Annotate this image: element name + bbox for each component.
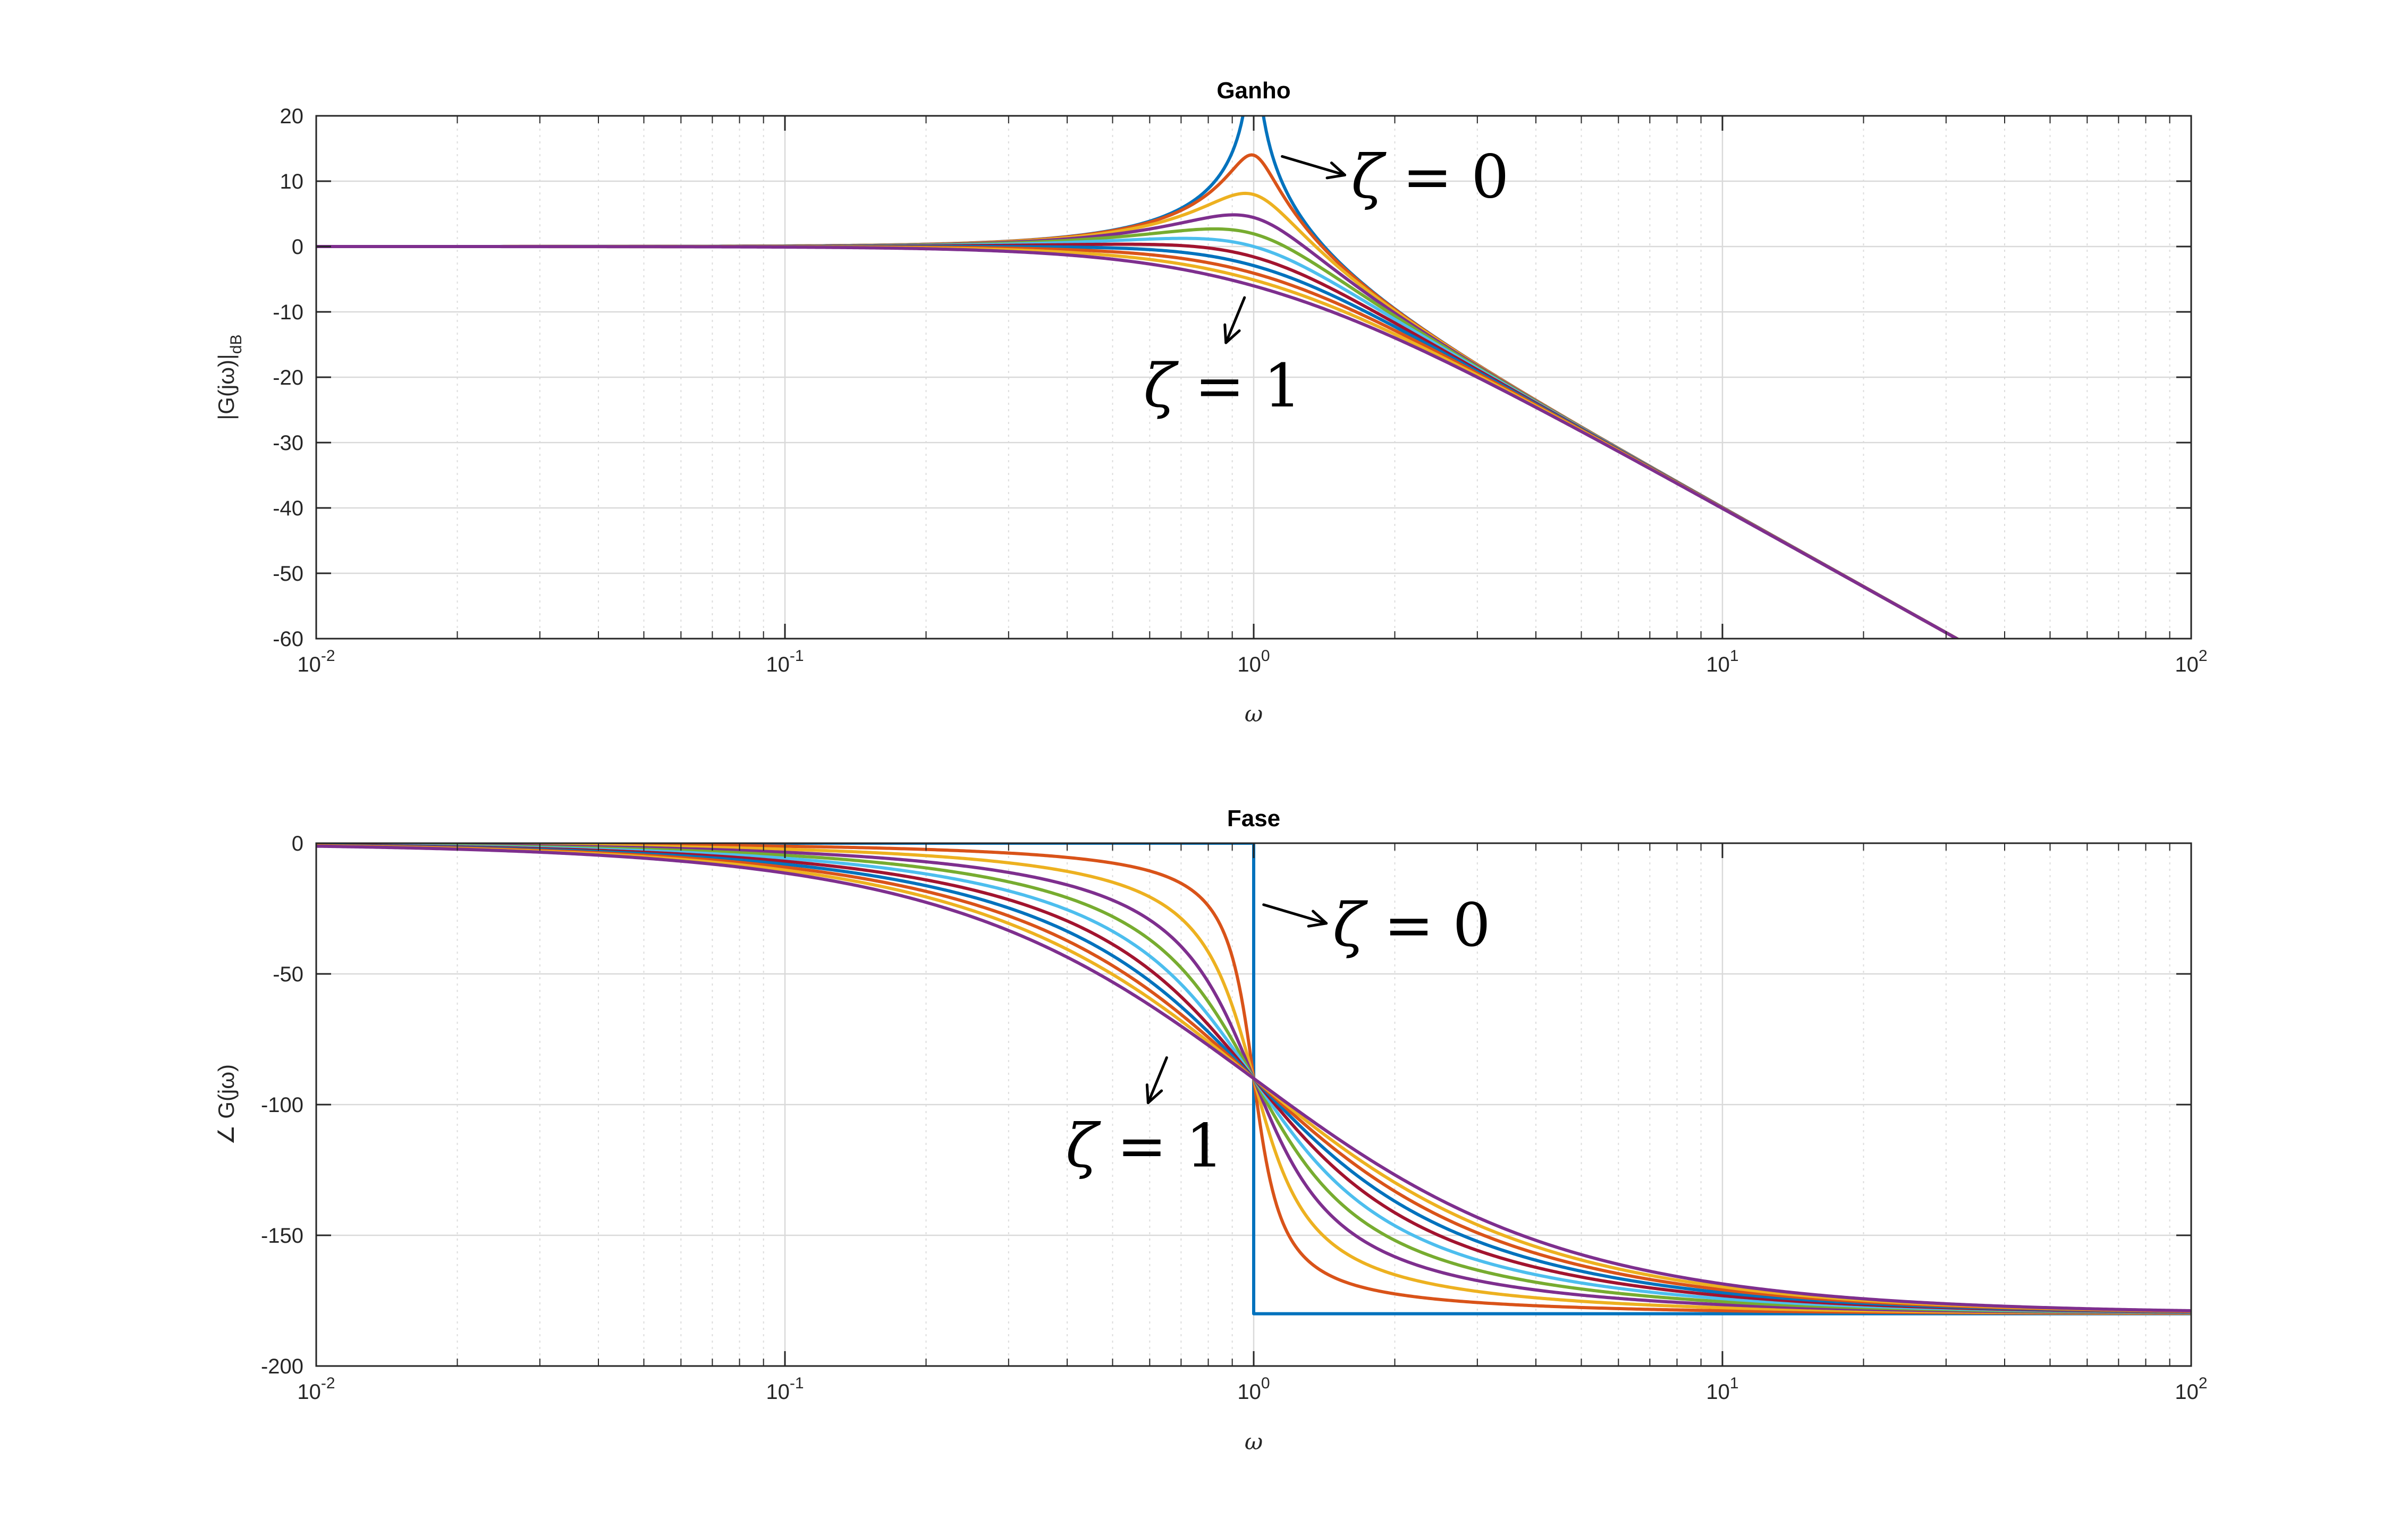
gain-x-tick-label-exp: 2 bbox=[2199, 647, 2208, 665]
gain-x-tick-label-base: 10 bbox=[297, 653, 321, 676]
gain-y-tick-label: 10 bbox=[280, 170, 304, 193]
phase-x-tick-label: 10-1 bbox=[766, 1375, 804, 1404]
phase-x-tick-label-base: 10 bbox=[1706, 1380, 1730, 1404]
annotation-arrow-shaft bbox=[1224, 296, 1246, 344]
annotation-arrow-shaft bbox=[1281, 155, 1347, 176]
gain-annotation-label-0: ζ = 0 bbox=[1351, 142, 1509, 211]
phase-x-tick-label-base: 10 bbox=[1237, 1380, 1261, 1404]
gain-x-tick-label: 10-1 bbox=[766, 647, 804, 676]
annotation-symbol: ζ bbox=[1351, 142, 1387, 211]
gain-series-zeta-1.0 bbox=[316, 245, 1960, 639]
gain-y-tick-label: -50 bbox=[273, 562, 303, 586]
phase-x-tick-label: 10-2 bbox=[297, 1375, 335, 1404]
gain-x-tick-label-exp: -2 bbox=[321, 647, 335, 665]
gain-x-tick-label-exp: 0 bbox=[1261, 647, 1270, 665]
gain-x-tick-label: 100 bbox=[1237, 647, 1270, 676]
phase-x-tick-label-exp: -1 bbox=[790, 1375, 804, 1392]
gain-title: Ganho bbox=[1216, 78, 1290, 104]
phase-x-tick-label-exp: 2 bbox=[2199, 1375, 2208, 1392]
phase-x-tick-label-exp: 0 bbox=[1261, 1375, 1270, 1392]
phase-ylabel: ∠ G(jω) bbox=[214, 1064, 239, 1145]
phase-series-zeta-1.0 bbox=[316, 844, 2191, 1312]
phase-annotation-0: ζ = 0 bbox=[1262, 891, 1491, 960]
phase-annotation-1: ζ = 1 bbox=[1066, 1056, 1223, 1181]
phase-x-tick-label-base: 10 bbox=[766, 1380, 790, 1404]
phase-series-lines bbox=[316, 843, 2191, 1316]
phase-x-tick-label-base: 10 bbox=[297, 1380, 321, 1404]
annotation-arrow-shaft bbox=[1262, 903, 1328, 925]
gain-x-tick-label-base: 10 bbox=[1706, 653, 1730, 676]
gain-y-tick-label: -30 bbox=[273, 431, 303, 455]
phase-y-tick-label: 0 bbox=[292, 832, 303, 855]
phase-y-tick-label: -100 bbox=[261, 1093, 303, 1117]
phase-x-tick-label-exp: 1 bbox=[1730, 1375, 1739, 1392]
gain-y-tick-label: -60 bbox=[273, 627, 303, 651]
gain-y-tick-label: 20 bbox=[280, 105, 304, 128]
gain-y-tick-label: 0 bbox=[292, 235, 303, 259]
annotation-symbol: ζ bbox=[1066, 1112, 1101, 1181]
annotation-arrow-head bbox=[1223, 323, 1241, 344]
annotation-text: = 0 bbox=[1365, 891, 1490, 960]
gain-x-tick-label-base: 10 bbox=[766, 653, 790, 676]
phase-xlabel: ω bbox=[1245, 1429, 1263, 1455]
phase-annotations: ζ = 0ζ = 1 bbox=[1066, 891, 1490, 1181]
gain-plot-area bbox=[316, 116, 1961, 639]
annotation-text: = 1 bbox=[1098, 1112, 1223, 1181]
phase-y-tick-label: -200 bbox=[261, 1355, 303, 1378]
annotation-arrow-head bbox=[1307, 910, 1328, 928]
annotation-arrow-head bbox=[1325, 162, 1347, 180]
gain-x-tick-label-base: 10 bbox=[2175, 653, 2199, 676]
gain-x-tick-label: 101 bbox=[1706, 647, 1738, 676]
phase-y-tick-label: -50 bbox=[273, 963, 303, 986]
gain-y-tick-label: -10 bbox=[273, 301, 303, 324]
phase-annotation-label-0: ζ = 0 bbox=[1333, 891, 1491, 960]
gain-annotation-1: ζ = 1 bbox=[1144, 296, 1302, 421]
gain-ylabel: |G(jω)|dB bbox=[214, 334, 245, 420]
gain-xlabel: ω bbox=[1245, 701, 1263, 727]
annotation-symbol: ζ bbox=[1144, 352, 1179, 421]
phase-x-tick-label-exp: -2 bbox=[321, 1375, 335, 1392]
gain-y-tick-label: -40 bbox=[273, 497, 303, 520]
phase-title: Fase bbox=[1227, 805, 1280, 832]
annotation-arrow-head bbox=[1145, 1083, 1163, 1105]
phase-x-tick-label-base: 10 bbox=[2175, 1380, 2199, 1404]
gain-x-tick-label-base: 10 bbox=[1237, 653, 1261, 676]
gain-series-lines bbox=[316, 116, 1961, 639]
gain-annotation-0: ζ = 0 bbox=[1281, 142, 1509, 211]
gain-annotation-label-1: ζ = 1 bbox=[1144, 352, 1302, 421]
gain-ylabel-sub: dB bbox=[227, 334, 245, 354]
phase-annotation-label-1: ζ = 1 bbox=[1066, 1112, 1223, 1181]
phase-x-tick-label: 101 bbox=[1706, 1375, 1738, 1404]
gain-y-tick-label: -20 bbox=[273, 366, 303, 389]
annotation-text: = 1 bbox=[1176, 352, 1301, 421]
annotation-arrow-shaft bbox=[1146, 1056, 1168, 1105]
gain-x-tick-label-exp: -1 bbox=[790, 647, 804, 665]
annotation-text: = 0 bbox=[1383, 142, 1509, 211]
phase-y-tick-label: -150 bbox=[261, 1224, 303, 1248]
gain-annotations: ζ = 0ζ = 1 bbox=[1144, 142, 1509, 421]
gain-x-tick-label: 102 bbox=[2175, 647, 2207, 676]
annotation-symbol: ζ bbox=[1333, 891, 1368, 960]
gain-axes: 10-2 10-1 100 101 10220100-10-20-30-40-50-60… bbox=[214, 78, 2208, 727]
gain-x-tick-label: 10-2 bbox=[297, 647, 335, 676]
phase-x-tick-label: 102 bbox=[2175, 1375, 2207, 1404]
gain-ylabel-main: |G(jω)| bbox=[214, 354, 239, 420]
gain-x-tick-label-exp: 1 bbox=[1730, 647, 1739, 665]
phase-x-tick-label: 100 bbox=[1237, 1375, 1270, 1404]
